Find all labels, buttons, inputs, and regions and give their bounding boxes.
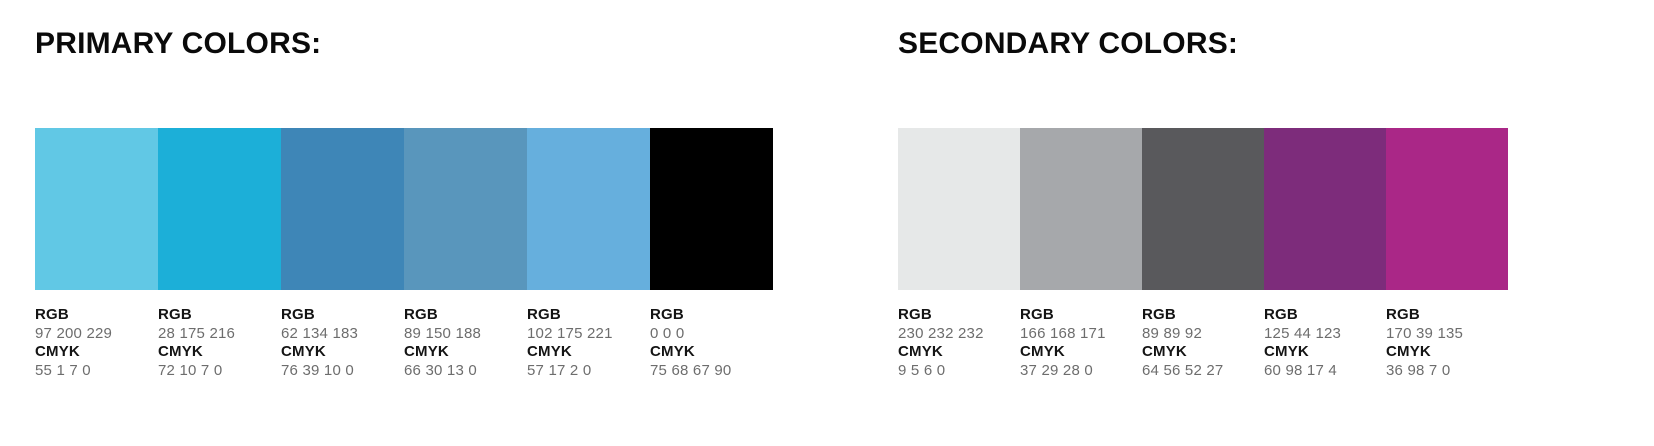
rgb-key: RGB — [1386, 306, 1420, 323]
rgb-key: RGB — [158, 306, 192, 323]
secondary-swatch-row — [898, 128, 1508, 290]
rgb-key: RGB — [898, 306, 932, 323]
cmyk-key: CMYK — [158, 343, 203, 360]
cmyk-value: 75 68 67 90 — [650, 362, 732, 379]
color-swatch-cornflower-blue — [527, 128, 650, 290]
cmyk-key: CMYK — [650, 343, 695, 360]
color-spec-black: RGB 0 0 0 CMYK 75 68 67 90 — [650, 306, 773, 380]
color-spec-deep-purple: RGB 125 44 123 CMYK 60 98 17 4 — [1264, 306, 1386, 380]
color-swatch-magenta-purple — [1386, 128, 1508, 290]
color-swatch-deep-purple — [1264, 128, 1386, 290]
rgb-value: 230 232 232 — [898, 325, 984, 342]
rgb-value: 102 175 221 — [527, 325, 613, 342]
cmyk-key: CMYK — [35, 343, 80, 360]
cmyk-value: 36 98 7 0 — [1386, 362, 1451, 379]
color-spec-muted-slate-blue: RGB 89 150 188 CMYK 66 30 13 0 — [404, 306, 527, 380]
cmyk-value: 64 56 52 27 — [1142, 362, 1224, 379]
cmyk-key: CMYK — [1264, 343, 1309, 360]
color-spec-pale-grey: RGB 230 232 232 CMYK 9 5 6 0 — [898, 306, 1020, 380]
cmyk-value: 76 39 10 0 — [281, 362, 354, 379]
rgb-key: RGB — [1020, 306, 1054, 323]
color-spec-light-sky-blue: RGB 97 200 229 CMYK 55 1 7 0 — [35, 306, 158, 380]
rgb-value: 28 175 216 — [158, 325, 236, 342]
rgb-value: 166 168 171 — [1020, 325, 1106, 342]
cmyk-value: 37 29 28 0 — [1020, 362, 1093, 379]
rgb-key: RGB — [281, 306, 315, 323]
color-swatch-black — [650, 128, 773, 290]
color-spec-bright-cyan-blue: RGB 28 175 216 CMYK 72 10 7 0 — [158, 306, 281, 380]
rgb-value: 62 134 183 — [281, 325, 359, 342]
primary-colors-heading: PRIMARY COLORS: — [35, 27, 322, 60]
cmyk-value: 9 5 6 0 — [898, 362, 946, 379]
cmyk-value: 66 30 13 0 — [404, 362, 477, 379]
color-spec-cornflower-blue: RGB 102 175 221 CMYK 57 17 2 0 — [527, 306, 650, 380]
cmyk-value: 55 1 7 0 — [35, 362, 91, 379]
rgb-value: 125 44 123 — [1264, 325, 1342, 342]
color-spec-magenta-purple: RGB 170 39 135 CMYK 36 98 7 0 — [1386, 306, 1508, 380]
rgb-key: RGB — [1142, 306, 1176, 323]
cmyk-key: CMYK — [281, 343, 326, 360]
color-spec-medium-grey: RGB 166 168 171 CMYK 37 29 28 0 — [1020, 306, 1142, 380]
color-spec-dark-grey: RGB 89 89 92 CMYK 64 56 52 27 — [1142, 306, 1264, 380]
primary-labels-row: RGB 97 200 229 CMYK 55 1 7 0 RGB 28 175 … — [35, 306, 773, 380]
rgb-value: 170 39 135 — [1386, 325, 1464, 342]
color-swatch-medium-grey — [1020, 128, 1142, 290]
rgb-value: 89 89 92 — [1142, 325, 1202, 342]
secondary-colors-heading: SECONDARY COLORS: — [898, 27, 1239, 60]
primary-swatch-row — [35, 128, 773, 290]
rgb-key: RGB — [35, 306, 69, 323]
color-swatch-medium-steel-blue — [281, 128, 404, 290]
color-swatch-pale-grey — [898, 128, 1020, 290]
color-swatch-bright-cyan-blue — [158, 128, 281, 290]
rgb-key: RGB — [527, 306, 561, 323]
rgb-value: 0 0 0 — [650, 325, 685, 342]
cmyk-value: 60 98 17 4 — [1264, 362, 1337, 379]
cmyk-key: CMYK — [404, 343, 449, 360]
cmyk-key: CMYK — [527, 343, 572, 360]
cmyk-key: CMYK — [898, 343, 943, 360]
rgb-key: RGB — [650, 306, 684, 323]
cmyk-value: 72 10 7 0 — [158, 362, 223, 379]
cmyk-key: CMYK — [1020, 343, 1065, 360]
color-swatch-dark-grey — [1142, 128, 1264, 290]
color-swatch-muted-slate-blue — [404, 128, 527, 290]
color-swatch-light-sky-blue — [35, 128, 158, 290]
cmyk-key: CMYK — [1386, 343, 1431, 360]
rgb-value: 97 200 229 — [35, 325, 113, 342]
cmyk-value: 57 17 2 0 — [527, 362, 592, 379]
secondary-labels-row: RGB 230 232 232 CMYK 9 5 6 0 RGB 166 168… — [898, 306, 1508, 380]
rgb-key: RGB — [404, 306, 438, 323]
color-spec-medium-steel-blue: RGB 62 134 183 CMYK 76 39 10 0 — [281, 306, 404, 380]
rgb-key: RGB — [1264, 306, 1298, 323]
cmyk-key: CMYK — [1142, 343, 1187, 360]
rgb-value: 89 150 188 — [404, 325, 482, 342]
